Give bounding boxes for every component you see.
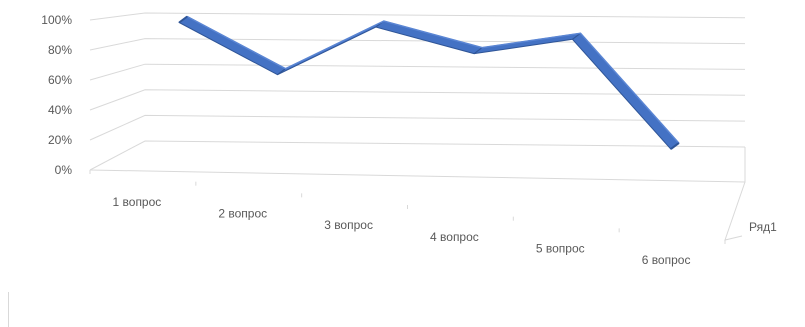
chart-frame-edge: [8, 292, 9, 327]
gridline: [89, 12, 746, 21]
ribbon-segment: [178, 15, 287, 76]
gridline: [89, 63, 746, 81]
y-tick-label: 0%: [55, 163, 73, 177]
series-label: Ряд1: [749, 220, 777, 234]
y-tick-label: 20%: [48, 133, 72, 147]
category-label: 5 вопрос: [536, 242, 585, 256]
ribbon-segment: [571, 32, 680, 150]
category-label: 1 вопрос: [113, 195, 162, 209]
gridline: [89, 89, 746, 111]
y-tick-label: 60%: [48, 73, 72, 87]
gridline: [89, 140, 746, 171]
category-axis-line: [89, 147, 746, 183]
y-tick-label: 80%: [48, 43, 72, 57]
gridlines: [89, 12, 746, 241]
category-axis-labels: 1 вопрос 2 вопрос 3 вопрос 4 вопрос 5 вопрос…: [113, 195, 691, 267]
ribbon-segment: [374, 20, 484, 55]
series-axis-line: [724, 181, 746, 241]
ribbon-top-edge: [186, 15, 680, 144]
category-label: 3 вопрос: [324, 218, 373, 232]
ribbon-end-cap: [670, 142, 680, 150]
gridline: [89, 114, 746, 141]
ribbon-end-cap: [178, 15, 188, 24]
y-axis-tick-labels: 0% 20% 40% 60% 80% 100%: [41, 13, 72, 177]
category-label: 6 вопрос: [642, 253, 691, 267]
y-tick-label: 100%: [41, 13, 72, 27]
gridline: [89, 38, 746, 51]
category-axis-ticks: [89, 170, 726, 244]
category-label: 2 вопрос: [218, 207, 267, 221]
category-label: 4 вопрос: [430, 230, 479, 244]
y-tick-label: 40%: [48, 103, 72, 117]
series-ribbon: [178, 15, 680, 150]
series-axis-label: Ряд1: [749, 220, 777, 234]
